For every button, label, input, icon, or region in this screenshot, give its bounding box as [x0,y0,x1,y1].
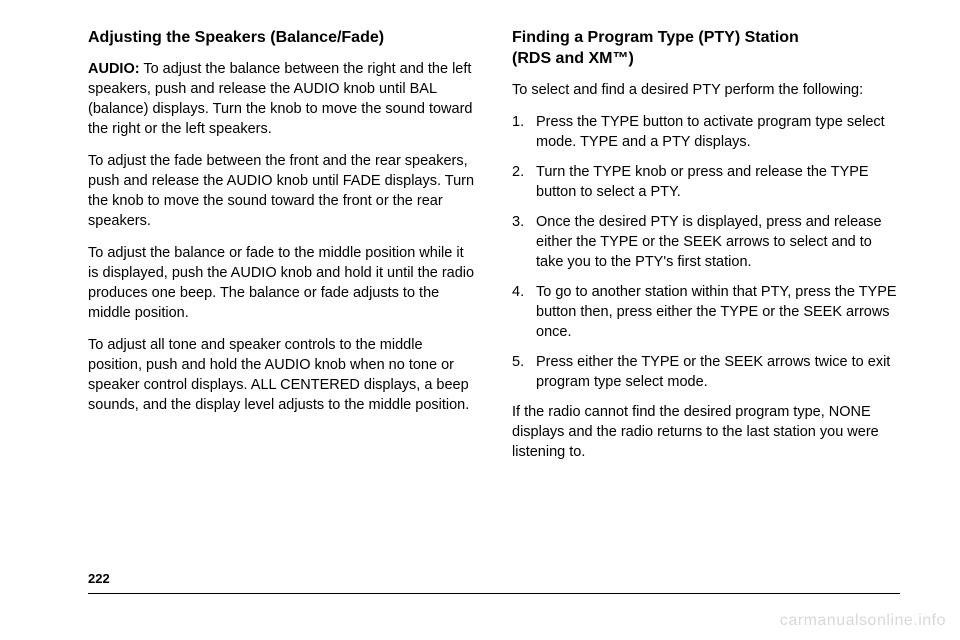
step-item: To go to another station within that PTY… [512,282,900,342]
step-item: Press either the TYPE or the SEEK arrows… [512,352,900,392]
step-item: Turn the TYPE knob or press and release … [512,162,900,202]
intro-text: To select and find a desired PTY perform… [512,80,900,100]
heading-line-a: Finding a Program Type (PTY) Station [512,29,799,46]
section-heading-right: Finding a Program Type (PTY) Station (RD… [512,28,900,70]
step-item: Once the desired PTY is displayed, press… [512,212,900,272]
section-heading-left: Adjusting the Speakers (Balance/Fade) [88,28,476,49]
paragraph: AUDIO: To adjust the balance between the… [88,59,476,139]
step-item: Press the TYPE button to activate progra… [512,112,900,152]
audio-label: AUDIO: [88,61,140,77]
left-column: Adjusting the Speakers (Balance/Fade) AU… [88,28,476,474]
steps-list: Press the TYPE button to activate progra… [512,112,900,392]
paragraph: To adjust the balance or fade to the mid… [88,243,476,323]
right-column: Finding a Program Type (PTY) Station (RD… [512,28,900,474]
outro-text: If the radio cannot find the desired pro… [512,402,900,462]
paragraph: To adjust the fade between the front and… [88,151,476,231]
heading-line-b: (RDS and XM™) [512,50,634,67]
paragraph: To adjust all tone and speaker controls … [88,335,476,415]
footer-divider [88,593,900,594]
footer-watermark: carmanualsonline.info [780,612,946,630]
page-number: 222 [88,571,110,586]
paragraph-text: To adjust the balance between the right … [88,61,472,137]
manual-page: Adjusting the Speakers (Balance/Fade) AU… [0,0,960,474]
